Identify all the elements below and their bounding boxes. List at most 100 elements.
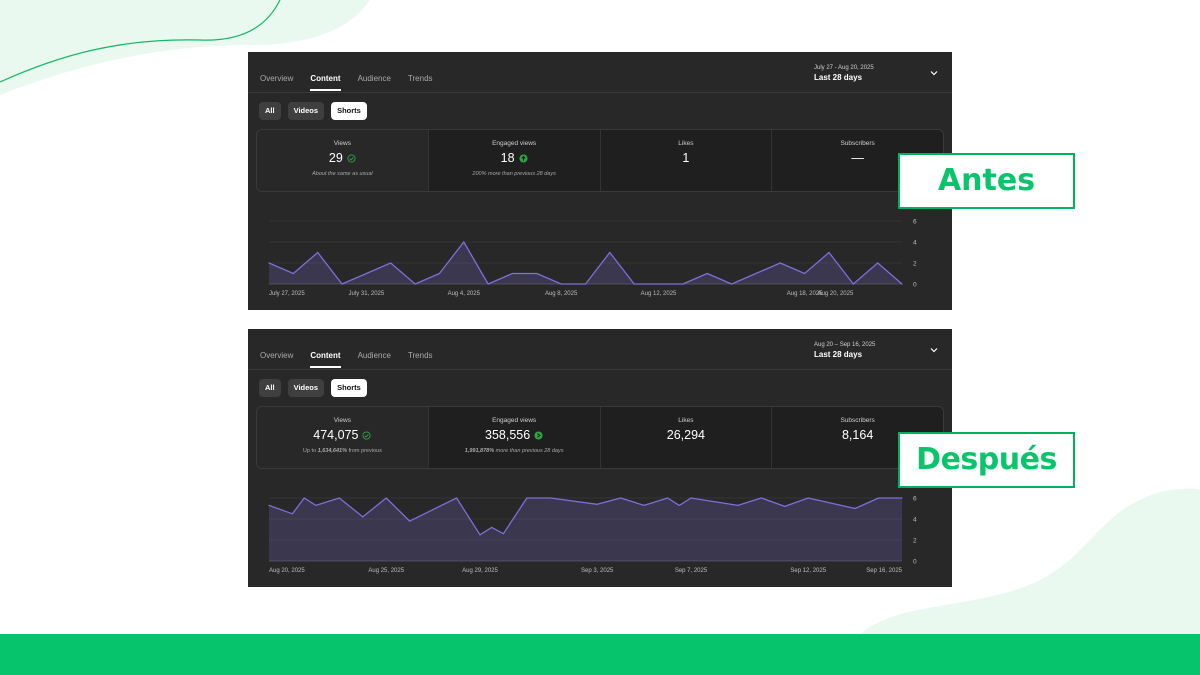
series-area [269,498,902,561]
views-chart: 0 2 4 6 July 27, 2025 July 31, 2025 Aug 4, 202… [268,219,917,297]
metric-label: Likes [678,417,694,424]
analytics-panel-after: Overview Content Audience Trends Aug 20 … [248,329,952,587]
metric-value-row: 1 [601,151,772,165]
data-point [315,504,317,506]
data-point [390,262,392,264]
series-area [269,242,902,284]
period-label: Last 28 days [814,73,863,82]
metric-label: Subscribers [840,140,875,147]
note-percent: 1,634,641% [317,448,347,454]
note-prefix: Up to [302,448,318,454]
date-range-selector[interactable]: Aug 20 – Sep 16, 2025 Last 28 days [814,342,875,359]
chip-videos[interactable]: Videos [287,379,325,397]
x-tick-label: Aug 20, 2025 [818,291,854,297]
y-tick-label: 0 [913,282,917,289]
metric-value: 26,294 [666,428,705,442]
tab-audience[interactable]: Audience [357,74,391,83]
metric-views[interactable]: Views 29 About the same as usual [257,130,428,191]
check-circle-icon [347,153,356,163]
before-badge: Antes [898,153,1075,209]
data-point [682,283,684,285]
x-tick-label: July 27, 2025 [269,291,305,297]
metric-note: About the same as usual [312,171,373,177]
x-tick-label: Aug 25, 2025 [368,568,404,574]
tab-audience[interactable]: Audience [357,351,391,360]
note-suffix: more than previous 28 days [494,448,564,454]
data-point [268,504,270,506]
tab-overview[interactable]: Overview [260,74,294,83]
metric-note: 200% more than previous 28 days [472,171,556,177]
metric-value-row: 29 [257,151,428,165]
data-point [609,251,611,254]
metric-label: Engaged views [492,417,537,424]
metric-value: 1 [682,151,690,165]
metric-views[interactable]: Views 474,075 Up to 1,634,641% from prev… [257,407,428,468]
tab-divider [248,92,952,93]
data-point [487,283,489,285]
date-range-selector[interactable]: July 27 - Aug 20, 2025 Last 28 days [814,65,874,82]
y-tick-label: 2 [913,538,917,545]
chip-shorts[interactable]: Shorts [331,379,367,397]
chevron-down-icon[interactable] [929,68,939,78]
data-point [317,251,319,254]
data-point [455,497,458,499]
x-tick-label: Aug 4, 2025 [448,291,481,297]
chevron-down-icon[interactable] [929,345,939,355]
data-point [643,504,645,506]
tab-divider [248,369,952,370]
data-point [414,283,416,285]
data-point [479,534,481,536]
data-point [526,497,528,499]
data-point [760,497,762,499]
data-point [291,513,294,515]
metric-label: Engaged views [492,140,537,147]
data-point [620,497,622,499]
period-label: Last 28 days [814,350,863,359]
chip-shorts[interactable]: Shorts [331,102,367,120]
chip-all[interactable]: All [259,379,281,397]
tab-overview[interactable]: Overview [260,351,294,360]
data-point [633,283,635,285]
x-tick-label: Aug 18, 2025 [787,291,823,297]
data-point [901,497,903,499]
metric-value: 358,556 [485,428,531,442]
data-point [409,520,411,522]
metric-value-row: 358,556 [429,428,600,442]
tab-bar: Overview Content Audience Trends [260,351,450,368]
data-point [678,504,680,506]
metric-engaged-views[interactable]: Engaged views 358,556 1,991,878% more th… [427,407,600,468]
data-point [828,251,830,254]
views-chart: 0 2 4 6 Aug 20, 2025 Aug 25, 2025 Aug 29, 2025… [268,496,917,574]
content-type-chips: All Videos Shorts [259,379,367,397]
data-point [730,283,733,285]
y-tick-label: 4 [913,240,917,247]
metric-value: 18 [500,151,515,165]
data-point [303,497,305,499]
metric-label: Views [333,417,351,424]
data-point [268,262,270,264]
tab-trends[interactable]: Trends [407,351,433,360]
x-tick-label: Sep 12, 2025 [790,568,826,574]
data-point [292,272,294,275]
metric-value: 8,164 [841,428,874,442]
metric-cards: Views 474,075 Up to 1,634,641% from prev… [256,406,944,469]
note-percent: 1,991,878% [464,448,495,454]
chip-all[interactable]: All [259,102,281,120]
tab-trends[interactable]: Trends [407,74,433,83]
data-point [807,497,809,499]
data-point [666,497,669,499]
data-point [438,272,441,275]
x-tick-label: Sep 3, 2025 [581,568,614,574]
tab-content[interactable]: Content [310,351,341,368]
tab-content[interactable]: Content [310,74,341,91]
date-range-text: Aug 20 – Sep 16, 2025 [814,342,876,348]
x-tick-label: Aug 29, 2025 [462,568,498,574]
chip-videos[interactable]: Videos [287,102,325,120]
metric-likes[interactable]: Likes 26,294 [599,407,772,468]
data-point [338,497,340,499]
data-point [341,283,343,285]
metric-likes[interactable]: Likes 1 [599,130,772,191]
metric-engaged-views[interactable]: Engaged views 18 200% more than previous… [427,130,600,191]
